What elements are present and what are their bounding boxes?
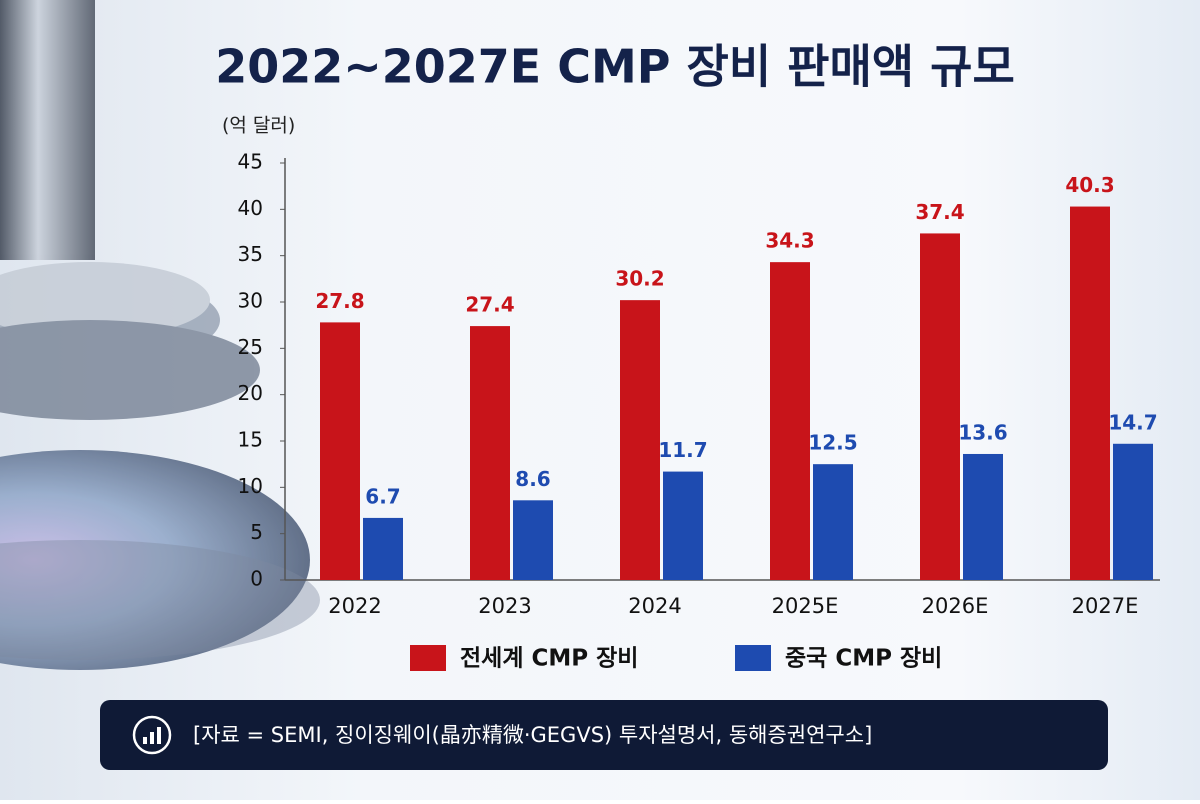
y-tick-label: 45 xyxy=(238,150,263,174)
source: [자료 = SEMI, 징이징웨이(晶亦精微·GEGVS) 투자설명서, 동해증… xyxy=(193,723,872,747)
x-tick-label: 2025E xyxy=(772,594,839,618)
x-tick-label: 2027E xyxy=(1072,594,1139,618)
chart-title: 2022~2027E CMP 장비 판매액 규모 xyxy=(215,40,1015,94)
y-tick-label: 15 xyxy=(238,428,263,452)
bar xyxy=(513,500,553,580)
x-tick-label: 2023 xyxy=(478,594,531,618)
bar xyxy=(620,300,660,580)
value-label: 27.4 xyxy=(465,293,514,317)
bar xyxy=(963,453,1003,580)
value-label: 6.7 xyxy=(365,484,400,508)
source-box xyxy=(100,700,1108,770)
value-label: 30.2 xyxy=(615,267,664,291)
bar xyxy=(1070,206,1110,580)
bar xyxy=(1113,443,1153,580)
bar xyxy=(363,517,403,580)
bar xyxy=(470,326,510,580)
value-label: 40.3 xyxy=(1065,173,1114,197)
bar xyxy=(920,233,960,580)
y-tick-label: 10 xyxy=(238,474,263,498)
bar xyxy=(770,262,810,580)
x-tick-label: 2026E xyxy=(922,594,989,618)
value-label: 14.7 xyxy=(1108,410,1157,434)
bar xyxy=(813,464,853,580)
y-tick-label: 0 xyxy=(250,567,263,591)
value-label: 34.3 xyxy=(765,229,814,253)
y-tick-label: 25 xyxy=(238,335,263,359)
decoration xyxy=(0,0,320,670)
legend-swatch xyxy=(410,645,446,671)
y-tick-label: 35 xyxy=(238,242,263,266)
y-tick-label: 30 xyxy=(238,289,263,313)
y-tick-label: 40 xyxy=(238,196,263,220)
value-label: 13.6 xyxy=(958,420,1007,444)
y-tick-label: 5 xyxy=(250,520,263,544)
legend-label: 중국 CMP 장비 xyxy=(785,646,942,672)
legend-swatch xyxy=(735,645,771,671)
bar xyxy=(320,322,360,580)
value-label: 11.7 xyxy=(658,438,707,462)
x-tick-label: 2024 xyxy=(628,594,681,618)
source-icon xyxy=(132,715,172,755)
value-label: 27.8 xyxy=(315,289,364,313)
value-label: 8.6 xyxy=(515,467,550,491)
y-axis-label: (억 달러) xyxy=(222,115,295,137)
x-tick-label: 2022 xyxy=(328,594,381,618)
y-tick-label: 20 xyxy=(238,381,263,405)
source-icon-bars xyxy=(143,727,161,744)
value-label: 37.4 xyxy=(915,200,964,224)
value-label: 12.5 xyxy=(808,431,857,455)
bar xyxy=(663,471,703,580)
legend-label: 전세계 CMP 장비 xyxy=(460,646,638,672)
